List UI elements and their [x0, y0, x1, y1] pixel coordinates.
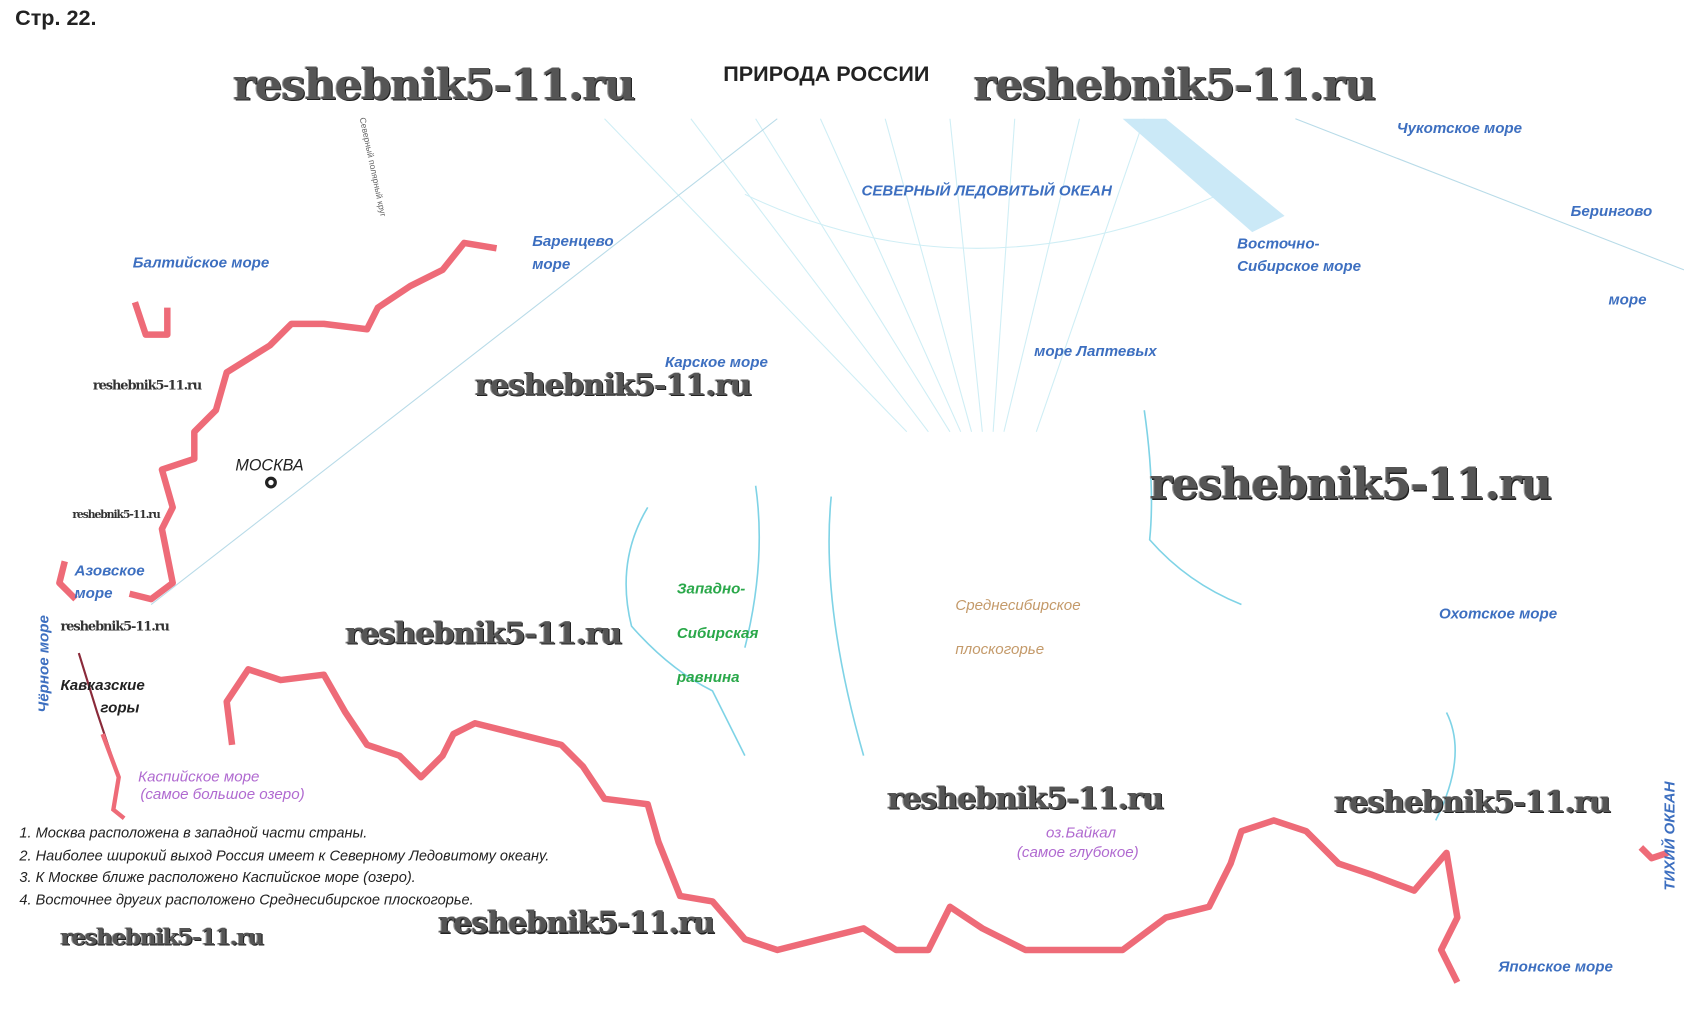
central-siberian-label-2: плоскогорье	[955, 640, 1045, 658]
moscow-label: МОСКВА	[235, 456, 304, 475]
ice-band	[1122, 118, 1285, 233]
caspian-label-2: (самое большое озеро)	[140, 784, 305, 803]
answer-notes: 1. Москва расположена в западной части с…	[19, 823, 549, 912]
west-siberian-label-2: Сибирская	[676, 623, 759, 642]
watermark: reshebnik5-11.ru	[1149, 458, 1552, 510]
watermark: reshebnik5-11.ru	[60, 922, 264, 950]
laptev-sea-label: море Лаптевых	[1034, 342, 1157, 360]
baikal-label-1: оз.Байкал	[1046, 823, 1117, 841]
east-siberian-sea-label-1: Восточно-	[1237, 234, 1320, 252]
note-item: 3. К Москве ближе расположено Каспийское…	[19, 868, 416, 886]
central-siberian-label-1: Среднесибирское	[955, 595, 1081, 614]
rivers	[625, 410, 1456, 821]
watermark: reshebnik5-11.ru	[60, 618, 169, 634]
baltic-sea-label: Балтийское море	[132, 253, 270, 271]
page-label: Стр. 22.	[15, 6, 97, 31]
note-item: 4. Восточнее других расположено Среднеси…	[19, 891, 474, 908]
azov-sea-label-2: море	[74, 584, 113, 602]
watermark: reshebnik5-11.ru	[233, 59, 635, 111]
graticule	[150, 118, 1684, 605]
caspian-shore	[100, 733, 126, 820]
moscow-marker	[265, 476, 277, 489]
watermark: reshebnik5-11.ru	[72, 509, 160, 522]
bering-sea-label-2: море	[1608, 290, 1647, 308]
black-sea-label: Чёрное море	[34, 615, 52, 713]
caucasus-label-1: Кавказские	[60, 675, 145, 694]
arctic-ocean-label: СЕВЕРНЫЙ ЛЕДОВИТЫЙ ОКЕАН	[861, 181, 1112, 199]
baikal-label-2: (самое глубокое)	[1016, 843, 1139, 861]
barents-sea-label-2: море	[532, 254, 571, 273]
japan-sea-label: Японское море	[1498, 957, 1613, 975]
pacific-ocean-label: ТИХИЙ ОКЕАН	[1660, 781, 1678, 891]
map-title: ПРИРОДА РОССИИ	[723, 62, 930, 87]
west-siberian-label-3: равнина	[676, 668, 740, 686]
caucasus-label-2: горы	[100, 698, 140, 716]
watermark: reshebnik5-11.ru	[438, 904, 715, 941]
watermark: reshebnik5-11.ru	[474, 367, 752, 403]
west-siberian-label-1: Западно-	[676, 579, 746, 597]
bering-sea-label-1: Берингово	[1570, 201, 1653, 220]
kara-sea-label: Карское море	[664, 352, 768, 371]
watermark: reshebnik5-11.ru	[345, 615, 622, 651]
note-item: 2. Наиболее широкий выход Россия имеет к…	[19, 846, 550, 864]
caspian-label-1: Каспийское море	[138, 767, 260, 785]
watermark: reshebnik5-11.ru	[973, 59, 1376, 111]
state-border	[56, 239, 1669, 984]
barents-sea-label-1: Баренцево	[532, 232, 614, 250]
azov-sea-label-1: Азовское	[74, 561, 145, 579]
east-siberian-sea-label-2: Сибирское море	[1237, 256, 1362, 275]
watermark: reshebnik5-11.ru	[887, 780, 1164, 817]
watermark: reshebnik5-11.ru	[92, 377, 202, 393]
note-item: 1. Москва расположена в западной части с…	[19, 824, 368, 841]
chukchi-sea-label: Чукотское море	[1396, 118, 1523, 137]
watermark: reshebnik5-11.ru	[1334, 783, 1611, 820]
okhotsk-sea-label: Охотское море	[1438, 604, 1558, 622]
